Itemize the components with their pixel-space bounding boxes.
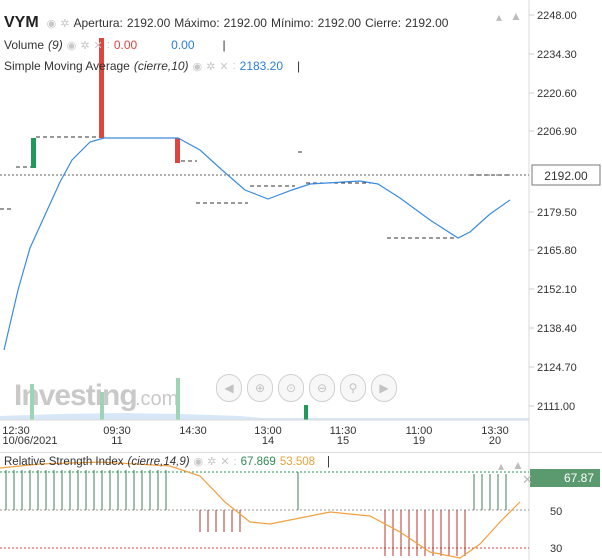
price-axis-ticks: 2248.00 2234.30 2220.60 2206.90 2179.50 2165.… [529,10,577,413]
high-label: Máximo: [174,16,220,30]
time-tick-label: 14:30 [179,425,207,437]
date-tick-label: 19 [413,435,425,447]
price-tick-label: 2165.80 [537,245,577,257]
time-tick-label: 12:30 [2,425,30,437]
sma-value: 2183.20 [239,59,284,73]
settings-icon[interactable]: ✲ [206,60,216,73]
date-tick-label: 10/06/2021 [2,435,57,447]
rsi-axis-30: 30 [550,543,562,555]
maximize-icon[interactable]: ▲ [510,9,522,23]
close-icon[interactable]: ✕ [93,39,103,52]
rsi-label: Relative Strength Index [4,455,124,468]
watermark-logo: Investing .com [14,379,178,412]
time-tick-label: 11:00 [406,425,433,437]
visibility-icon[interactable]: ◉ [46,17,57,30]
reset-zoom-icon[interactable]: ⊙ [278,374,304,402]
time-tick-label: 13:30 [481,425,509,437]
volume-label: Volume [4,38,45,52]
scroll-left-icon[interactable]: ◀ [216,374,242,402]
cursor-marker: | [222,38,226,52]
move-up-icon[interactable]: ▴ [496,10,503,24]
price-tick-label: 2220.60 [537,88,577,100]
zoom-out-icon[interactable]: ⊖ [309,374,335,402]
time-tick-label: 09:30 [103,425,131,437]
rsi-current-label: 67.87 [564,471,594,485]
price-tick-label: 2179.50 [537,207,577,219]
search-icon[interactable]: ⚲ [340,374,366,402]
rsi-histogram [5,470,507,556]
price-tick-label: 2234.30 [537,49,577,61]
rsi-axis-50: 50 [550,506,562,518]
visibility-icon[interactable]: ◉ [192,60,203,73]
volume-param: (9) [48,38,63,52]
rsi-signal-value: 53.508 [279,455,316,468]
price-tick-label: 2124.70 [537,362,577,374]
time-tick-label: 11:30 [330,425,357,437]
rsi-param: (cierre,14,9) [127,455,190,468]
candle-down [99,38,104,138]
watermark-logo-text: Investing [14,379,137,412]
price-tick-label: 2248.00 [537,10,577,22]
open-value: 2192.00 [126,16,171,30]
volume-legend: Volume (9) ◉ ✲ ✕ : 0.00 0.00 | [4,38,226,52]
sma-line [3,137,511,351]
date-tick-label: 11 [111,435,122,447]
sma-label: Simple Moving Average [4,59,130,73]
current-price-tag [531,164,601,186]
scroll-right-icon[interactable]: ▶ [371,374,397,402]
close-value: 2192.00 [405,16,449,30]
sma-legend: Simple Moving Average (cierre,10) ◉ ✲ ✕ … [4,59,301,73]
ohlc-legend: VYM ◉ ✲ Apertura: 2192.00 Máximo: 2192.0… [4,14,448,32]
settings-icon[interactable]: ✲ [207,456,217,468]
candle-up [31,138,36,168]
maximize-icon[interactable]: ▲ [512,458,524,472]
current-price-label: 2192.00 [544,169,588,183]
zoom-in-icon[interactable]: ⊕ [247,374,273,402]
settings-icon[interactable]: ▴ [498,459,505,473]
low-label: Mínimo: [270,16,314,30]
close-icon[interactable]: ✕ [219,60,229,73]
price-levels [0,136,512,239]
price-tick-label: 2206.90 [537,126,577,138]
close-icon[interactable]: ✕ [220,456,230,468]
price-tick-label: 2111.00 [537,401,575,413]
high-value: 2192.00 [223,16,267,30]
settings-icon[interactable]: ✲ [80,39,90,52]
symbol-label: VYM [4,14,39,31]
rsi-value: 67.869 [240,455,276,468]
visibility-icon[interactable]: ◉ [66,39,77,52]
date-tick-label: 20 [489,435,501,447]
date-tick-label: 14 [262,435,274,447]
cursor-marker: | [297,59,301,73]
settings-icon[interactable]: ✲ [60,17,70,30]
price-tick-label: 2152.10 [537,284,577,296]
candles [31,38,180,168]
close-pane-icon[interactable]: ✕ [522,472,533,487]
volume-value-up: 0.00 [171,38,195,52]
watermark-suffix: .com [135,388,178,410]
rsi-chart: 67.87 50 30 [0,452,602,560]
price-tick-label: 2138.40 [537,323,577,335]
sma-param: (cierre,10) [133,59,189,73]
price-chart: 2248.00 2234.30 2220.60 2206.90 2179.50 2165.… [0,0,601,452]
volume-bars [30,378,308,420]
volume-area [0,413,529,420]
rsi-current-tag [530,469,600,487]
open-label: Apertura: [73,16,123,30]
time-tick-label: 13:00 [254,425,282,437]
low-value: 2192.00 [317,16,362,30]
candle-down [175,138,180,163]
rsi-legend: Relative Strength Index (cierre,14,9) ◉ … [4,455,331,469]
cursor-marker: | [327,455,331,468]
rsi-signal-line [0,461,521,559]
close-label: Cierre: [365,16,402,30]
volume-value-down: 0.00 [113,38,138,52]
date-tick-label: 15 [337,435,349,447]
visibility-icon[interactable]: ◉ [193,456,204,468]
